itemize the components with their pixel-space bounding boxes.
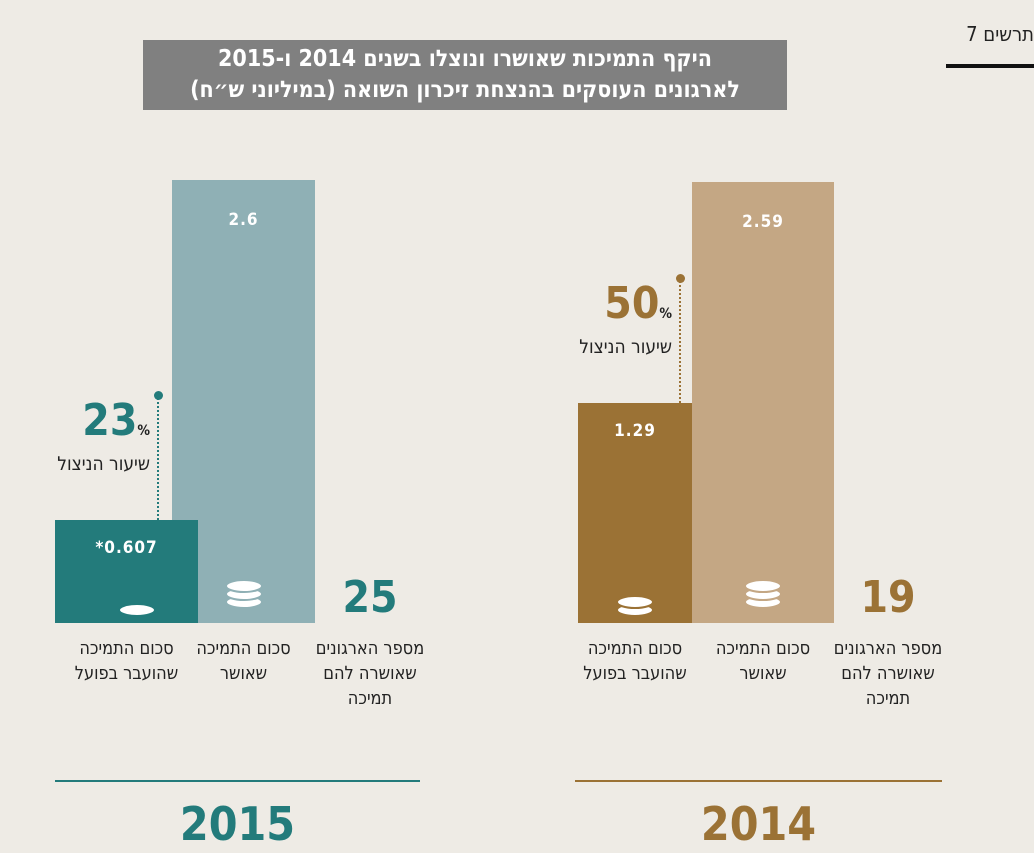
year-label: 2014: [700, 797, 817, 851]
coin-icon: [744, 579, 782, 609]
utilization-dot: [154, 390, 163, 400]
coin-icon: [616, 595, 654, 617]
value-label: *0.607: [95, 537, 158, 558]
category-label: סכום התמיכה שהועבר בפועל: [583, 638, 687, 684]
coin-icon: [224, 579, 263, 609]
utilization-label: שיעור הניצול: [579, 336, 672, 359]
baseline-rule: [55, 780, 420, 782]
organizations-count: 25: [342, 572, 398, 623]
utilization-dot: [676, 274, 685, 284]
utilization-number: 50: [604, 278, 660, 330]
year-label: 2015: [179, 797, 296, 851]
utilization-value: 50%: [604, 278, 672, 329]
category-label: מספר הארגונים שאושרה להם תמיכה: [315, 638, 425, 709]
utilization-line: [157, 394, 159, 520]
category-label: מספר הארגונים שאושרה להם תמיכה: [833, 638, 943, 709]
transferred-bar: [578, 403, 692, 623]
value-label: 2.59: [742, 211, 784, 232]
baseline-rule: [575, 780, 942, 782]
utilization-line: [679, 278, 681, 404]
chart-subtitle: לארגונים העוסקים בהנצחת זיכרון השואה (במ…: [190, 77, 740, 103]
title-box: [143, 40, 787, 110]
figure-rule: [946, 64, 1034, 68]
coin-icon: [117, 603, 156, 617]
value-label: 1.29: [614, 421, 656, 442]
utilization-label: שיעור הניצול: [57, 452, 150, 475]
percent-sign: %: [137, 422, 150, 439]
value-label: 2.6: [228, 210, 259, 230]
category-label: סכום התמיכה שאושר: [715, 638, 811, 684]
utilization-value: 23%: [82, 395, 150, 446]
percent-sign: %: [659, 306, 672, 323]
chart-title: היקף התמיכות שאושרו ונוצלו בשנים 2014 ו-…: [218, 46, 712, 72]
figure-label: תרשים 7: [966, 22, 1034, 46]
category-label: סכום התמיכה שאושר: [196, 638, 291, 684]
category-label: סכום התמיכה שהועבר בפועל: [74, 638, 179, 684]
approved-bar: [692, 181, 834, 623]
organizations-count: 19: [860, 572, 916, 623]
utilization-number: 23: [82, 394, 138, 446]
